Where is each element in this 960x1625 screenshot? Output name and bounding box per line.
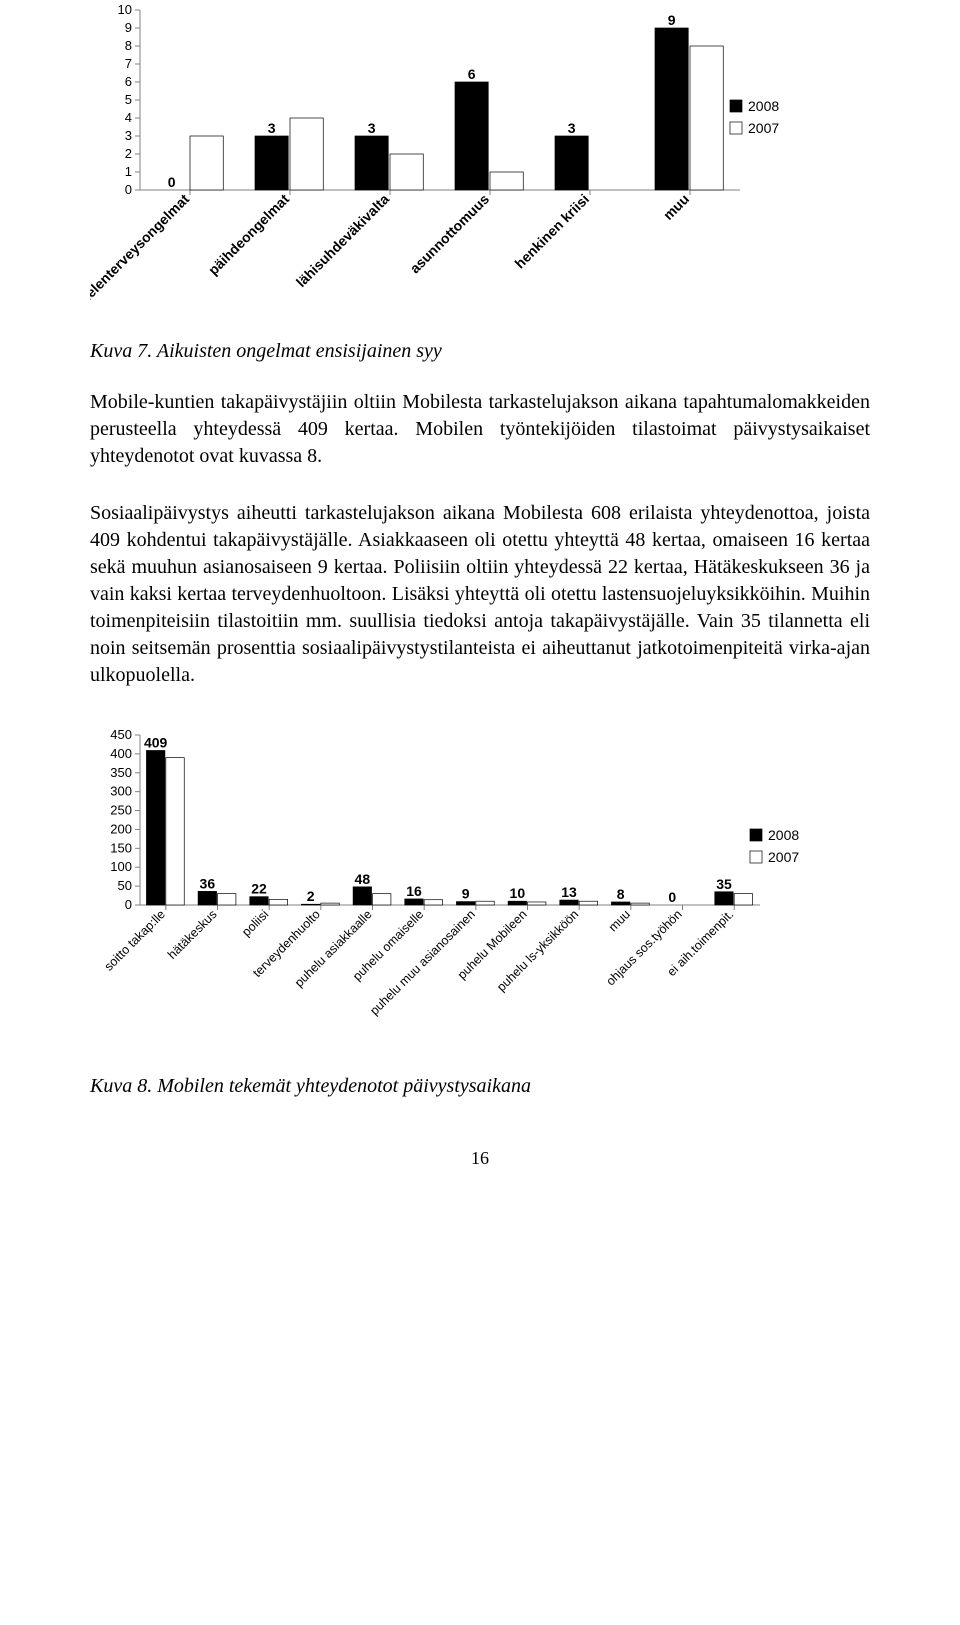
svg-text:6: 6 xyxy=(468,66,476,82)
svg-text:0: 0 xyxy=(125,182,132,197)
svg-text:200: 200 xyxy=(110,821,132,836)
svg-text:2: 2 xyxy=(307,888,315,904)
svg-text:250: 250 xyxy=(110,803,132,818)
caption-chart2: Kuva 8. Mobilen tekemät yhteydenotot päi… xyxy=(90,1075,870,1098)
svg-text:asunnottomuus: asunnottomuus xyxy=(407,191,493,277)
svg-text:36: 36 xyxy=(200,875,216,891)
svg-text:409: 409 xyxy=(144,734,168,750)
svg-text:soitto takap:lle: soitto takap:lle xyxy=(102,907,168,973)
svg-text:22: 22 xyxy=(251,881,267,897)
svg-text:9: 9 xyxy=(125,20,132,35)
svg-text:puhelu muu asianosainen: puhelu muu asianosainen xyxy=(367,907,478,1018)
svg-text:50: 50 xyxy=(118,878,132,893)
chart2: 050100150200250300350400450soitto takap:… xyxy=(90,719,870,1055)
svg-text:2008: 2008 xyxy=(748,98,779,114)
svg-text:2007: 2007 xyxy=(748,120,779,136)
svg-text:muu: muu xyxy=(660,191,692,223)
svg-text:100: 100 xyxy=(110,859,132,874)
svg-text:henkinen kriisi: henkinen kriisi xyxy=(511,191,592,272)
paragraph-1: Mobile-kuntien takapäivystäjiin oltiin M… xyxy=(90,389,870,470)
svg-text:48: 48 xyxy=(355,871,371,887)
svg-text:7: 7 xyxy=(125,56,132,71)
svg-text:3: 3 xyxy=(125,128,132,143)
svg-text:16: 16 xyxy=(406,883,422,899)
chart1-container: 0 1 2 3 4 5 6 7 8 9 10 mielenterveysongelmat0 päihde… xyxy=(90,0,870,320)
svg-text:2007: 2007 xyxy=(768,849,799,865)
svg-text:10: 10 xyxy=(510,885,526,901)
svg-text:2008: 2008 xyxy=(768,827,799,843)
svg-text:mielenterveysongelmat: mielenterveysongelmat xyxy=(90,191,192,313)
svg-text:3: 3 xyxy=(568,120,576,136)
svg-text:muu: muu xyxy=(606,907,633,934)
chart2-container: 050100150200250300350400450soitto takap:… xyxy=(90,719,870,1055)
svg-text:0: 0 xyxy=(125,897,132,912)
caption-chart1: Kuva 7. Aikuisten ongelmat ensisijainen … xyxy=(90,340,870,363)
svg-text:8: 8 xyxy=(617,886,625,902)
svg-text:350: 350 xyxy=(110,765,132,780)
svg-text:poliisi: poliisi xyxy=(239,907,271,939)
svg-text:9: 9 xyxy=(462,886,470,902)
page-number: 16 xyxy=(90,1148,870,1169)
svg-text:150: 150 xyxy=(110,840,132,855)
svg-text:3: 3 xyxy=(368,120,376,136)
svg-text:13: 13 xyxy=(561,884,577,900)
svg-text:päihdeongelmat: päihdeongelmat xyxy=(205,191,292,278)
svg-text:9: 9 xyxy=(668,12,676,28)
page: 012345678910mielenterveysongelmat0päihde… xyxy=(0,0,960,1229)
svg-text:6: 6 xyxy=(125,74,132,89)
svg-text:1: 1 xyxy=(125,164,132,179)
svg-text:10: 10 xyxy=(118,2,132,17)
svg-text:300: 300 xyxy=(110,784,132,799)
paragraph-2: Sosiaalipäivystys aiheutti tarkastelujak… xyxy=(90,500,870,689)
svg-text:lähisuhdeväkivalta: lähisuhdeväkivalta xyxy=(293,191,393,291)
svg-text:35: 35 xyxy=(716,876,732,892)
svg-text:8: 8 xyxy=(125,38,132,53)
svg-text:0: 0 xyxy=(168,174,176,190)
svg-text:0: 0 xyxy=(668,889,676,905)
svg-text:3: 3 xyxy=(268,120,276,136)
svg-text:5: 5 xyxy=(125,92,132,107)
chart1: 0 1 2 3 4 5 6 7 8 9 10 mielenterveysongelmat0 päihde… xyxy=(90,0,860,320)
svg-text:hätäkeskus: hätäkeskus xyxy=(165,907,220,962)
svg-text:2: 2 xyxy=(125,146,132,161)
svg-text:400: 400 xyxy=(110,746,132,761)
svg-text:4: 4 xyxy=(125,110,132,125)
svg-text:450: 450 xyxy=(110,727,132,742)
